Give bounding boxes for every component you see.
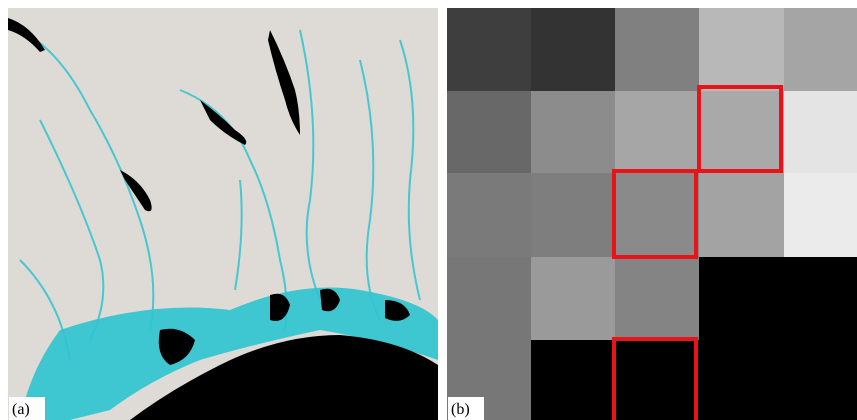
cell (447, 8, 531, 91)
cell (784, 340, 857, 420)
cell (784, 173, 857, 257)
cell (531, 8, 615, 91)
cell (531, 173, 615, 257)
cell (447, 257, 531, 340)
cell (784, 257, 857, 340)
cell (699, 257, 784, 340)
figure: (a) (0, 0, 857, 420)
cell (447, 91, 531, 173)
cell (784, 91, 857, 173)
cell (531, 91, 615, 173)
cell (531, 340, 615, 420)
cell (531, 257, 615, 340)
cell (615, 8, 699, 91)
cell (447, 173, 531, 257)
panel-label: (b) (451, 401, 470, 418)
cell (615, 340, 699, 420)
cell (615, 91, 699, 173)
cell (784, 8, 857, 91)
panel-label: (a) (12, 401, 30, 418)
map-panel: (a) (8, 8, 438, 420)
grid-cells (447, 8, 857, 420)
cell (699, 91, 784, 173)
grid-panel: (b) (447, 8, 857, 420)
cell (615, 257, 699, 340)
cell (615, 173, 699, 257)
cell (699, 8, 784, 91)
cell (699, 340, 784, 420)
cell (699, 173, 784, 257)
